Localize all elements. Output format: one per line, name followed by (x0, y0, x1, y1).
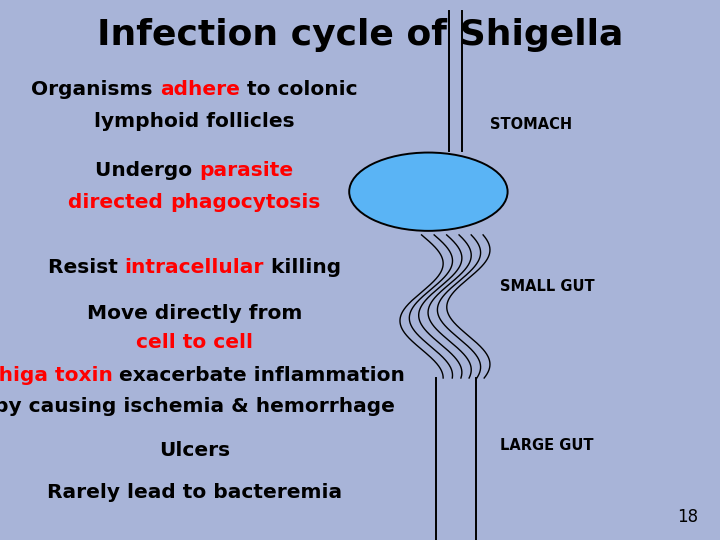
Ellipse shape (349, 152, 508, 231)
Text: Organisms: Organisms (32, 79, 160, 99)
Text: Shiga toxin: Shiga toxin (0, 366, 112, 385)
Text: 18: 18 (678, 509, 698, 526)
Text: Undergo: Undergo (95, 160, 199, 180)
Text: parasite: parasite (199, 160, 294, 180)
Text: exacerbate inflammation: exacerbate inflammation (112, 366, 405, 385)
Text: cell to cell: cell to cell (136, 333, 253, 353)
Text: LARGE GUT: LARGE GUT (500, 438, 594, 453)
Text: Move directly from: Move directly from (86, 303, 302, 323)
Text: Ulcers: Ulcers (159, 441, 230, 461)
Text: intracellular: intracellular (125, 258, 264, 277)
Text: to colonic: to colonic (240, 79, 357, 99)
Text: by causing ischemia & hemorrhage: by causing ischemia & hemorrhage (0, 396, 395, 416)
Text: Resist: Resist (48, 258, 125, 277)
Text: directed: directed (68, 193, 170, 212)
Text: phagocytosis: phagocytosis (170, 193, 320, 212)
Text: killing: killing (264, 258, 341, 277)
Text: SMALL GUT: SMALL GUT (500, 279, 595, 294)
Text: adhere: adhere (160, 79, 240, 99)
Text: Rarely lead to bacteremia: Rarely lead to bacteremia (47, 483, 342, 502)
Text: Infection cycle of Shigella: Infection cycle of Shigella (96, 18, 624, 52)
Text: STOMACH: STOMACH (490, 117, 572, 132)
Text: lymphoid follicles: lymphoid follicles (94, 112, 294, 131)
